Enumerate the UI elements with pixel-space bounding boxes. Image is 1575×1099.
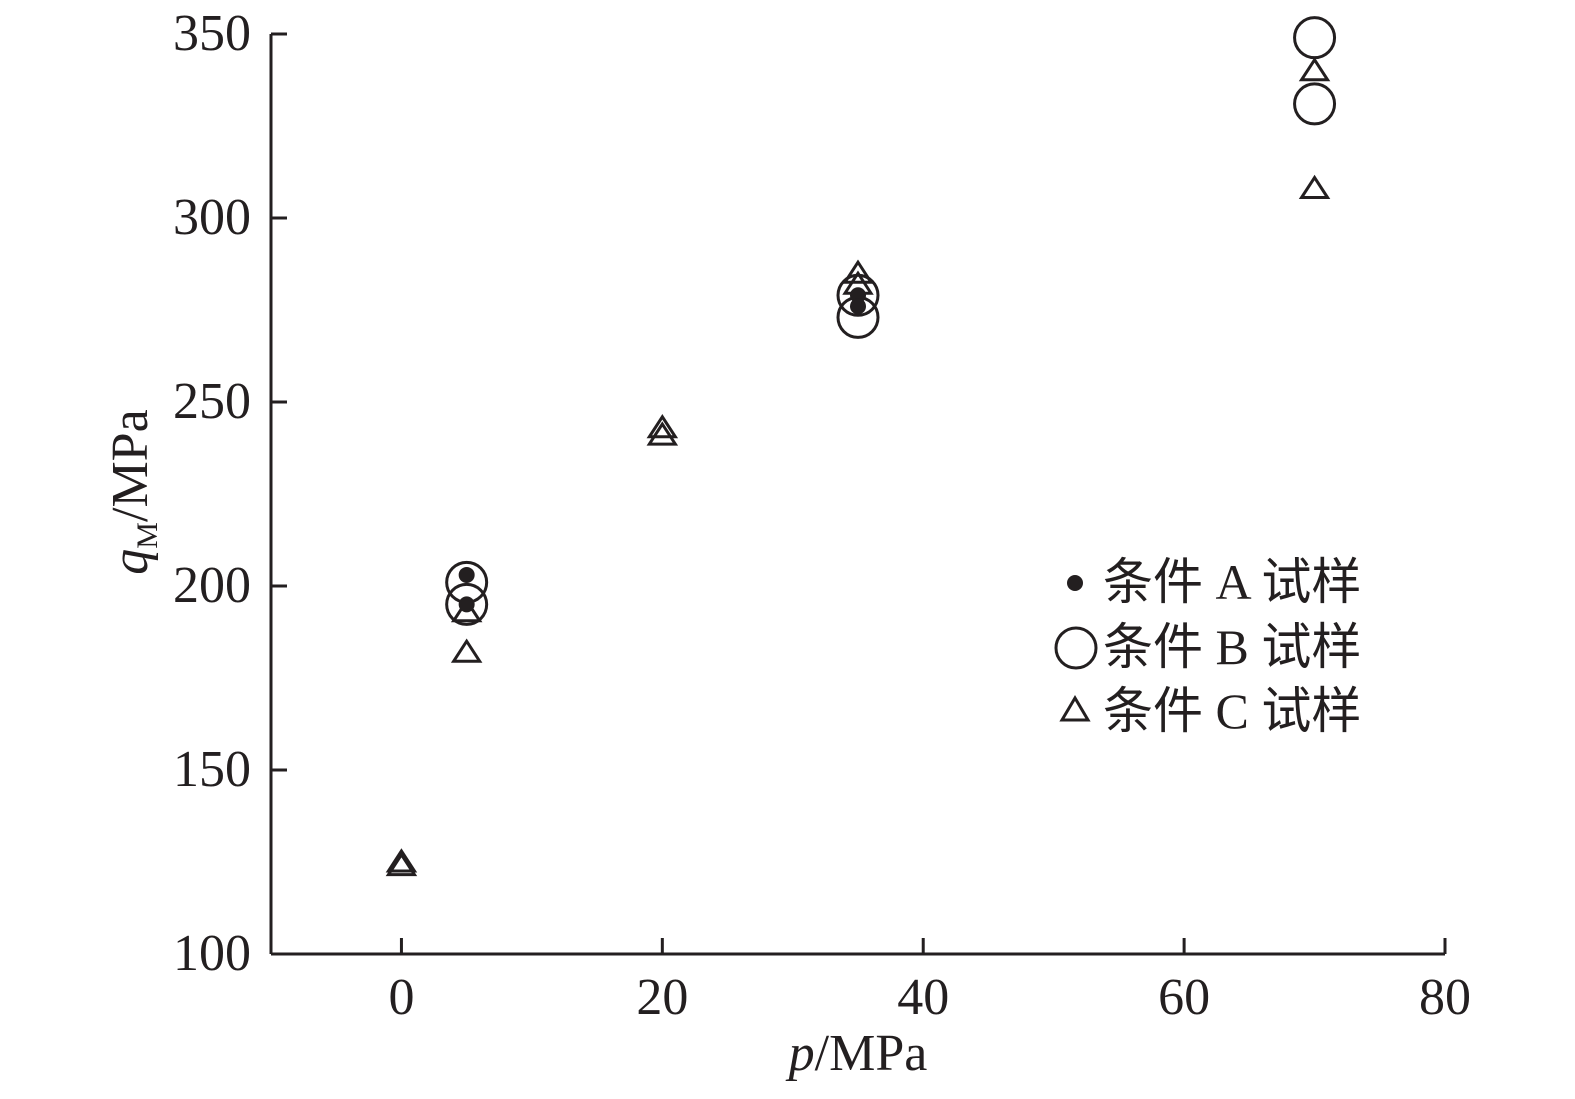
legend-triangle-marker bbox=[1059, 695, 1091, 722]
data-point-c bbox=[450, 598, 483, 623]
legend-item-b: 条件 B 试样 bbox=[1054, 619, 1361, 675]
axes: 0 20 40 60 80 100 150 200 250 300 350 bbox=[173, 5, 1471, 1026]
data-marks bbox=[385, 16, 1337, 877]
data-point-a bbox=[850, 298, 866, 315]
y-axis-label-subscript: M bbox=[131, 522, 164, 549]
data-point-b bbox=[1293, 16, 1337, 60]
data-point-a bbox=[458, 566, 475, 583]
data-point-c bbox=[842, 259, 874, 284]
data-point-c bbox=[1298, 174, 1331, 200]
legend-dot-marker bbox=[1067, 575, 1083, 591]
y-ticks: 100 150 200 250 300 350 bbox=[173, 5, 287, 982]
data-point-b bbox=[445, 582, 489, 626]
x-tick-label: 80 bbox=[1419, 969, 1471, 1026]
x-ticks: 0 20 40 60 80 bbox=[388, 938, 1471, 1026]
x-tick-label: 0 bbox=[388, 969, 414, 1026]
y-axis-label-unit: /MPa bbox=[102, 409, 159, 522]
legend-item-c: 条件 C 试样 bbox=[1059, 683, 1361, 739]
x-axis-label-unit: /MPa bbox=[815, 1025, 928, 1082]
data-point-c bbox=[646, 414, 679, 439]
y-tick-label: 250 bbox=[173, 373, 251, 430]
y-axis-label: qM/MPa bbox=[102, 409, 164, 574]
y-tick-label: 300 bbox=[173, 189, 251, 246]
legend-label-b: 条件 B 试样 bbox=[1103, 619, 1361, 675]
data-point-c bbox=[385, 851, 418, 877]
x-axis-label: p/MPa bbox=[785, 1025, 928, 1082]
x-tick-label: 40 bbox=[897, 969, 949, 1026]
legend: 条件 A 试样 条件 B 试样 条件 C 试样 bbox=[1054, 554, 1361, 739]
data-point-a bbox=[850, 287, 866, 304]
data-point-c bbox=[385, 848, 418, 873]
data-point-a bbox=[458, 596, 475, 613]
legend-label-c: 条件 C 试样 bbox=[1103, 683, 1361, 739]
legend-label-a: 条件 A 试样 bbox=[1103, 554, 1361, 610]
legend-circle-marker bbox=[1054, 626, 1098, 670]
x-axis-label-italic: p bbox=[785, 1025, 815, 1082]
legend-item-a: 条件 A 试样 bbox=[1067, 554, 1361, 610]
data-point-c bbox=[450, 638, 483, 663]
y-tick-label: 150 bbox=[173, 741, 251, 798]
data-point-b bbox=[836, 273, 880, 317]
data-point-c bbox=[646, 421, 679, 446]
y-axis-label-italic: q bbox=[102, 549, 159, 575]
y-tick-label: 200 bbox=[173, 557, 251, 614]
y-tick-label: 100 bbox=[173, 925, 251, 982]
data-point-b bbox=[1293, 82, 1337, 126]
data-point-c bbox=[1298, 57, 1331, 82]
y-tick-label: 350 bbox=[173, 5, 251, 62]
x-tick-label: 60 bbox=[1158, 969, 1210, 1026]
x-tick-label: 20 bbox=[636, 969, 688, 1026]
